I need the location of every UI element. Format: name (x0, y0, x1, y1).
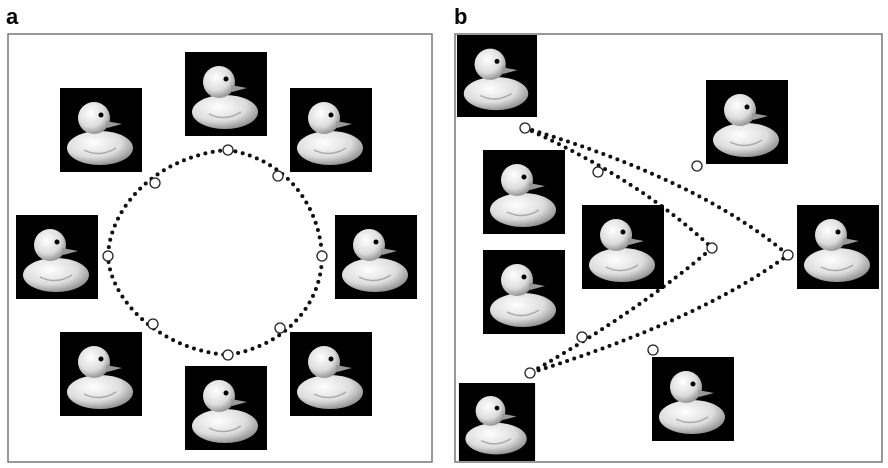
duck-image (459, 383, 535, 461)
duck-image (290, 332, 372, 416)
duck-image (706, 80, 788, 164)
panel-label: b (454, 4, 467, 29)
duck-image (290, 88, 372, 172)
duck-image (652, 357, 734, 441)
duck-image (582, 205, 664, 289)
duck-image (797, 205, 879, 289)
duck-image (185, 52, 267, 136)
figure: a b (0, 0, 888, 468)
duck-image (185, 366, 267, 450)
dotted-path (108, 150, 322, 355)
duck-image (457, 35, 537, 117)
duck-image (16, 215, 98, 299)
duck-image (483, 250, 565, 334)
panel-label: a (6, 4, 19, 29)
duck-image (60, 332, 142, 416)
panel-a (8, 34, 432, 462)
duck-image (483, 150, 565, 234)
duck-image (335, 215, 417, 299)
duck-image (60, 88, 142, 172)
panel-b (455, 34, 882, 462)
markers (103, 145, 327, 360)
